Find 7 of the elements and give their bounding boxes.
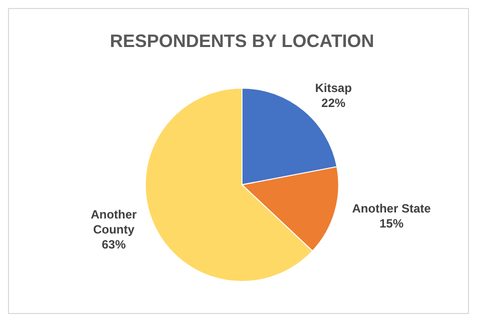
slice-label: Another State — [352, 202, 432, 216]
chart-title: RESPONDENTS BY LOCATION — [110, 30, 374, 51]
slice-label: Kitsap — [315, 81, 352, 96]
data-label: 15% — [379, 216, 404, 231]
slice-label: Another County — [90, 208, 138, 237]
data-label: 63% — [102, 238, 126, 252]
data-label: 22% — [321, 96, 346, 110]
